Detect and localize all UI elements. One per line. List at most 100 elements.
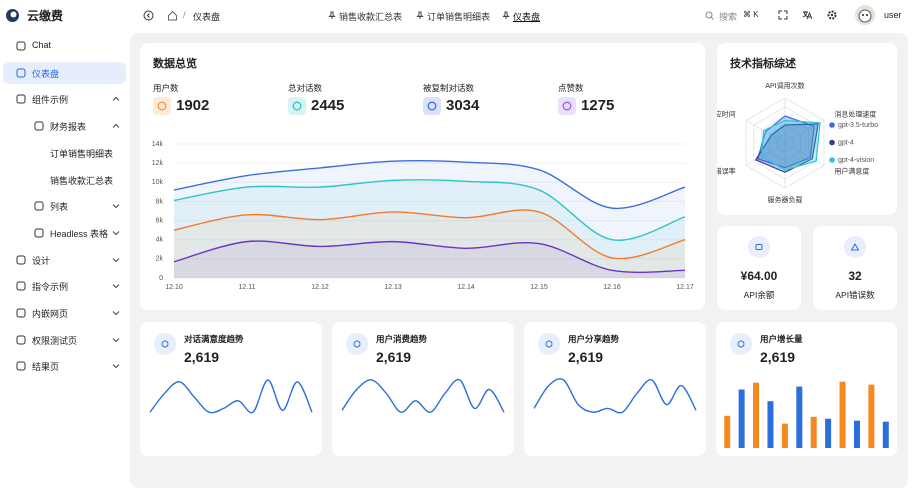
trend-value: 2,619 <box>184 349 220 365</box>
trend-title: 用户增长量 <box>760 334 803 344</box>
trend-icon-bg <box>154 333 176 355</box>
breadcrumb[interactable]: 仪表盘 <box>193 12 221 22</box>
brand: 云缴费 <box>27 9 64 23</box>
trend-icon <box>161 340 169 348</box>
legend-label: gpt-4 <box>838 139 854 146</box>
menu-icon <box>34 228 44 238</box>
series-line <box>173 209 686 260</box>
stat-icon <box>427 101 437 111</box>
menu-item[interactable]: 指令示例 <box>32 282 69 293</box>
trend-icon-bg <box>730 333 752 355</box>
menu-item[interactable]: 结果页 <box>32 362 60 373</box>
x-tick-label: 12.13 <box>384 284 402 291</box>
overview-title: 数据总览 <box>153 58 197 70</box>
tab[interactable]: 仪表盘 <box>513 12 541 22</box>
menu-item[interactable]: 仪表盘 <box>32 68 60 79</box>
menu-item[interactable]: 订单销售明细表 <box>50 148 114 159</box>
avatar[interactable] <box>855 5 875 25</box>
menu-item[interactable]: 列表 <box>50 202 69 213</box>
y-tick-label: 14k <box>152 141 164 148</box>
fullscreen-icon[interactable] <box>778 10 788 20</box>
legend-label: gpt-4-vision <box>838 157 874 164</box>
metric-icon-bg <box>748 236 770 258</box>
menu-item[interactable]: 组件示例 <box>32 95 69 106</box>
menu-icon <box>16 68 26 78</box>
stat-label: 总对话数 <box>288 83 323 93</box>
sparkline <box>149 379 313 414</box>
tab[interactable]: 销售收款汇总表 <box>339 12 403 22</box>
menu-arrow <box>112 284 120 289</box>
stat-icon <box>292 101 302 111</box>
trend-value: 2,619 <box>568 349 604 365</box>
tab[interactable]: 订单销售明细表 <box>427 12 491 22</box>
metric-label: API错误数 <box>835 290 875 300</box>
bar <box>781 423 788 448</box>
y-tick-label: 0 <box>159 275 163 282</box>
series-area <box>174 209 685 278</box>
radar-axis-label: 响应时间 <box>708 109 736 118</box>
stat-icon <box>562 101 572 111</box>
collapse-button[interactable] <box>143 10 154 21</box>
bar <box>796 386 803 448</box>
bar <box>810 416 817 448</box>
y-tick-label: 10k <box>152 179 164 186</box>
stat-label: 点赞数 <box>558 83 584 93</box>
series-line <box>173 160 686 209</box>
y-tick-label: 12k <box>152 160 164 167</box>
legend-label: gpt-3.5-turbo <box>838 122 878 129</box>
menu-item[interactable]: Chat <box>32 40 52 50</box>
menu-item[interactable]: 销售收款汇总表 <box>50 175 114 186</box>
x-tick-label: 12.15 <box>530 284 548 291</box>
bar <box>868 384 875 448</box>
stat-label: 用户数 <box>153 83 179 93</box>
stat-value: 2445 <box>311 97 345 114</box>
menu-icon <box>16 94 26 104</box>
logo <box>6 9 19 22</box>
settings-icon[interactable] <box>827 10 837 20</box>
x-tick-label: 12.14 <box>457 284 475 291</box>
menu-icon <box>34 201 44 211</box>
user-name[interactable]: user <box>884 10 902 20</box>
menu-icon <box>16 41 26 51</box>
menu-arrow <box>112 257 120 262</box>
menu-item[interactable]: 权限测试页 <box>32 335 78 346</box>
radar-axis-label: 用户满意度 <box>834 166 869 175</box>
overview-card <box>140 43 705 310</box>
menu-arrow <box>112 364 120 369</box>
x-tick-label: 12.17 <box>676 284 694 291</box>
y-tick-label: 8k <box>156 198 164 205</box>
x-tick-label: 12.10 <box>165 284 183 291</box>
menu-item[interactable]: 财务报表 <box>50 122 87 133</box>
bar <box>753 382 760 448</box>
stat-icon-bg <box>558 97 576 115</box>
trend-icon-bg <box>538 333 560 355</box>
search-placeholder: 搜索 <box>719 12 738 22</box>
home-icon[interactable] <box>167 10 178 21</box>
language-icon[interactable] <box>802 10 812 20</box>
trend-icon-bg <box>346 333 368 355</box>
stat-icon-bg <box>423 97 441 115</box>
trend-value: 2,619 <box>760 349 796 365</box>
radar-series <box>760 119 821 171</box>
menu-item[interactable]: Headless 表格 <box>50 228 109 239</box>
menu-item[interactable]: 内嵌网页 <box>32 309 69 319</box>
menu-icon <box>16 335 26 345</box>
y-tick-label: 4k <box>156 237 164 244</box>
menu-arrow <box>112 337 120 342</box>
stat-icon <box>157 101 167 111</box>
radar-axis-label: 错误率 <box>715 166 736 175</box>
menu-item[interactable]: 设计 <box>32 255 51 266</box>
metric-value: 32 <box>848 269 862 283</box>
sparkline <box>341 378 505 413</box>
radar-series <box>756 115 815 169</box>
sparkline <box>533 378 697 414</box>
stat-label: 被复制对话数 <box>423 83 475 93</box>
radar-spoke <box>784 142 825 166</box>
trend-icon <box>545 340 553 348</box>
menu-icon <box>34 121 44 131</box>
menu-arrow <box>112 97 120 102</box>
series-line <box>173 240 686 274</box>
bar <box>738 389 745 448</box>
metric-value: ¥64.00 <box>740 269 778 283</box>
